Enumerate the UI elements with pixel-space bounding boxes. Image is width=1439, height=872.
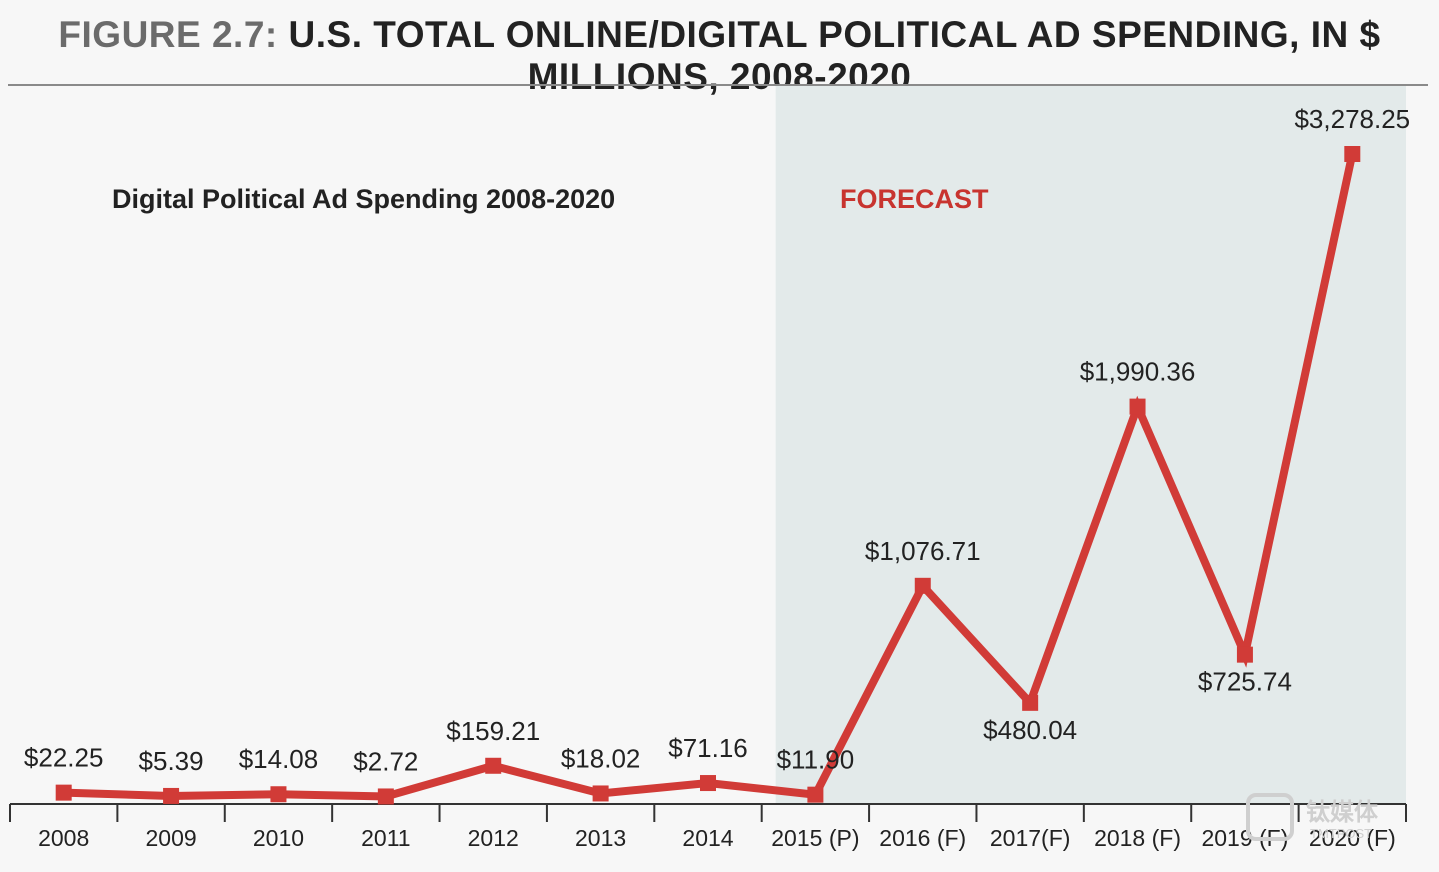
data-label: $2.72: [353, 746, 418, 776]
x-tick-label: 2014: [682, 825, 733, 851]
data-point-marker: [55, 784, 72, 801]
x-tick-label: 2018 (F): [1094, 825, 1181, 851]
forecast-region: [775, 86, 1406, 804]
x-tick-label: 2017(F): [990, 825, 1071, 851]
data-point-marker: [270, 786, 287, 803]
x-tick-label: 2010: [253, 825, 304, 851]
data-point-marker: [1022, 694, 1039, 711]
figure-number: FIGURE 2.7:: [58, 14, 278, 55]
data-label: $71.16: [668, 733, 748, 763]
figure-title-text: U.S. TOTAL ONLINE/DIGITAL POLITICAL AD S…: [288, 14, 1381, 97]
data-label: $5.39: [139, 746, 204, 776]
data-label: $725.74: [1198, 667, 1292, 697]
data-label: $22.25: [24, 743, 104, 773]
data-point-marker: [163, 787, 180, 804]
data-point-marker: [807, 786, 824, 803]
title-divider: [8, 84, 1428, 86]
data-point-marker: [377, 788, 394, 805]
forecast-label: FORECAST: [840, 184, 989, 214]
watermark-cn: 钛媒体: [1306, 799, 1379, 826]
data-label: $1,990.36: [1080, 357, 1196, 387]
data-labels-group: $22.25 $5.39 $14.08 $2.72 $159.21 $18.02 $71.1…: [24, 104, 1410, 776]
x-tick-label: 2013: [575, 825, 626, 851]
x-tick-label: 2009: [145, 825, 196, 851]
data-label: $11.90: [777, 745, 855, 775]
series-line-group: [55, 146, 1361, 805]
x-tick-label: 2011: [361, 825, 410, 851]
data-label: $14.08: [239, 744, 319, 774]
data-point-marker: [700, 775, 716, 792]
data-label: $480.04: [983, 715, 1077, 745]
data-point-marker: [592, 785, 609, 802]
chart-subtitle: Digital Political Ad Spending 2008-2020: [112, 184, 615, 214]
x-tick-label: 2015 (P): [771, 825, 859, 851]
x-axis: [9, 803, 1407, 822]
watermark-en: TMTPOST: [1310, 826, 1372, 841]
data-label: $159.21: [446, 716, 540, 746]
data-point-marker: [914, 577, 931, 594]
tick-labels-group: 2008 2009 2010 2011 2012 2013 2014 2015 (P) 2016…: [38, 825, 1396, 851]
data-point-marker: [1344, 146, 1361, 162]
figure-title: FIGURE 2.7: U.S. TOTAL ONLINE/DIGITAL PO…: [0, 14, 1439, 98]
watermark: 钛媒体 TMTPOST: [1246, 793, 1379, 841]
data-point-marker: [1129, 398, 1146, 415]
watermark-logo-icon: [1246, 793, 1294, 841]
data-label: $1,076.71: [865, 536, 981, 566]
data-label: $18.02: [561, 743, 641, 773]
data-point-marker: [1236, 646, 1253, 663]
x-tick-label: 2008: [38, 825, 89, 851]
x-tick-label: 2020 (F): [1309, 825, 1396, 851]
data-point-marker: [485, 757, 502, 774]
x-tick-label: 2012: [468, 825, 519, 851]
x-tick-label: 2016 (F): [879, 825, 966, 851]
data-label: $3,278.25: [1294, 104, 1410, 134]
